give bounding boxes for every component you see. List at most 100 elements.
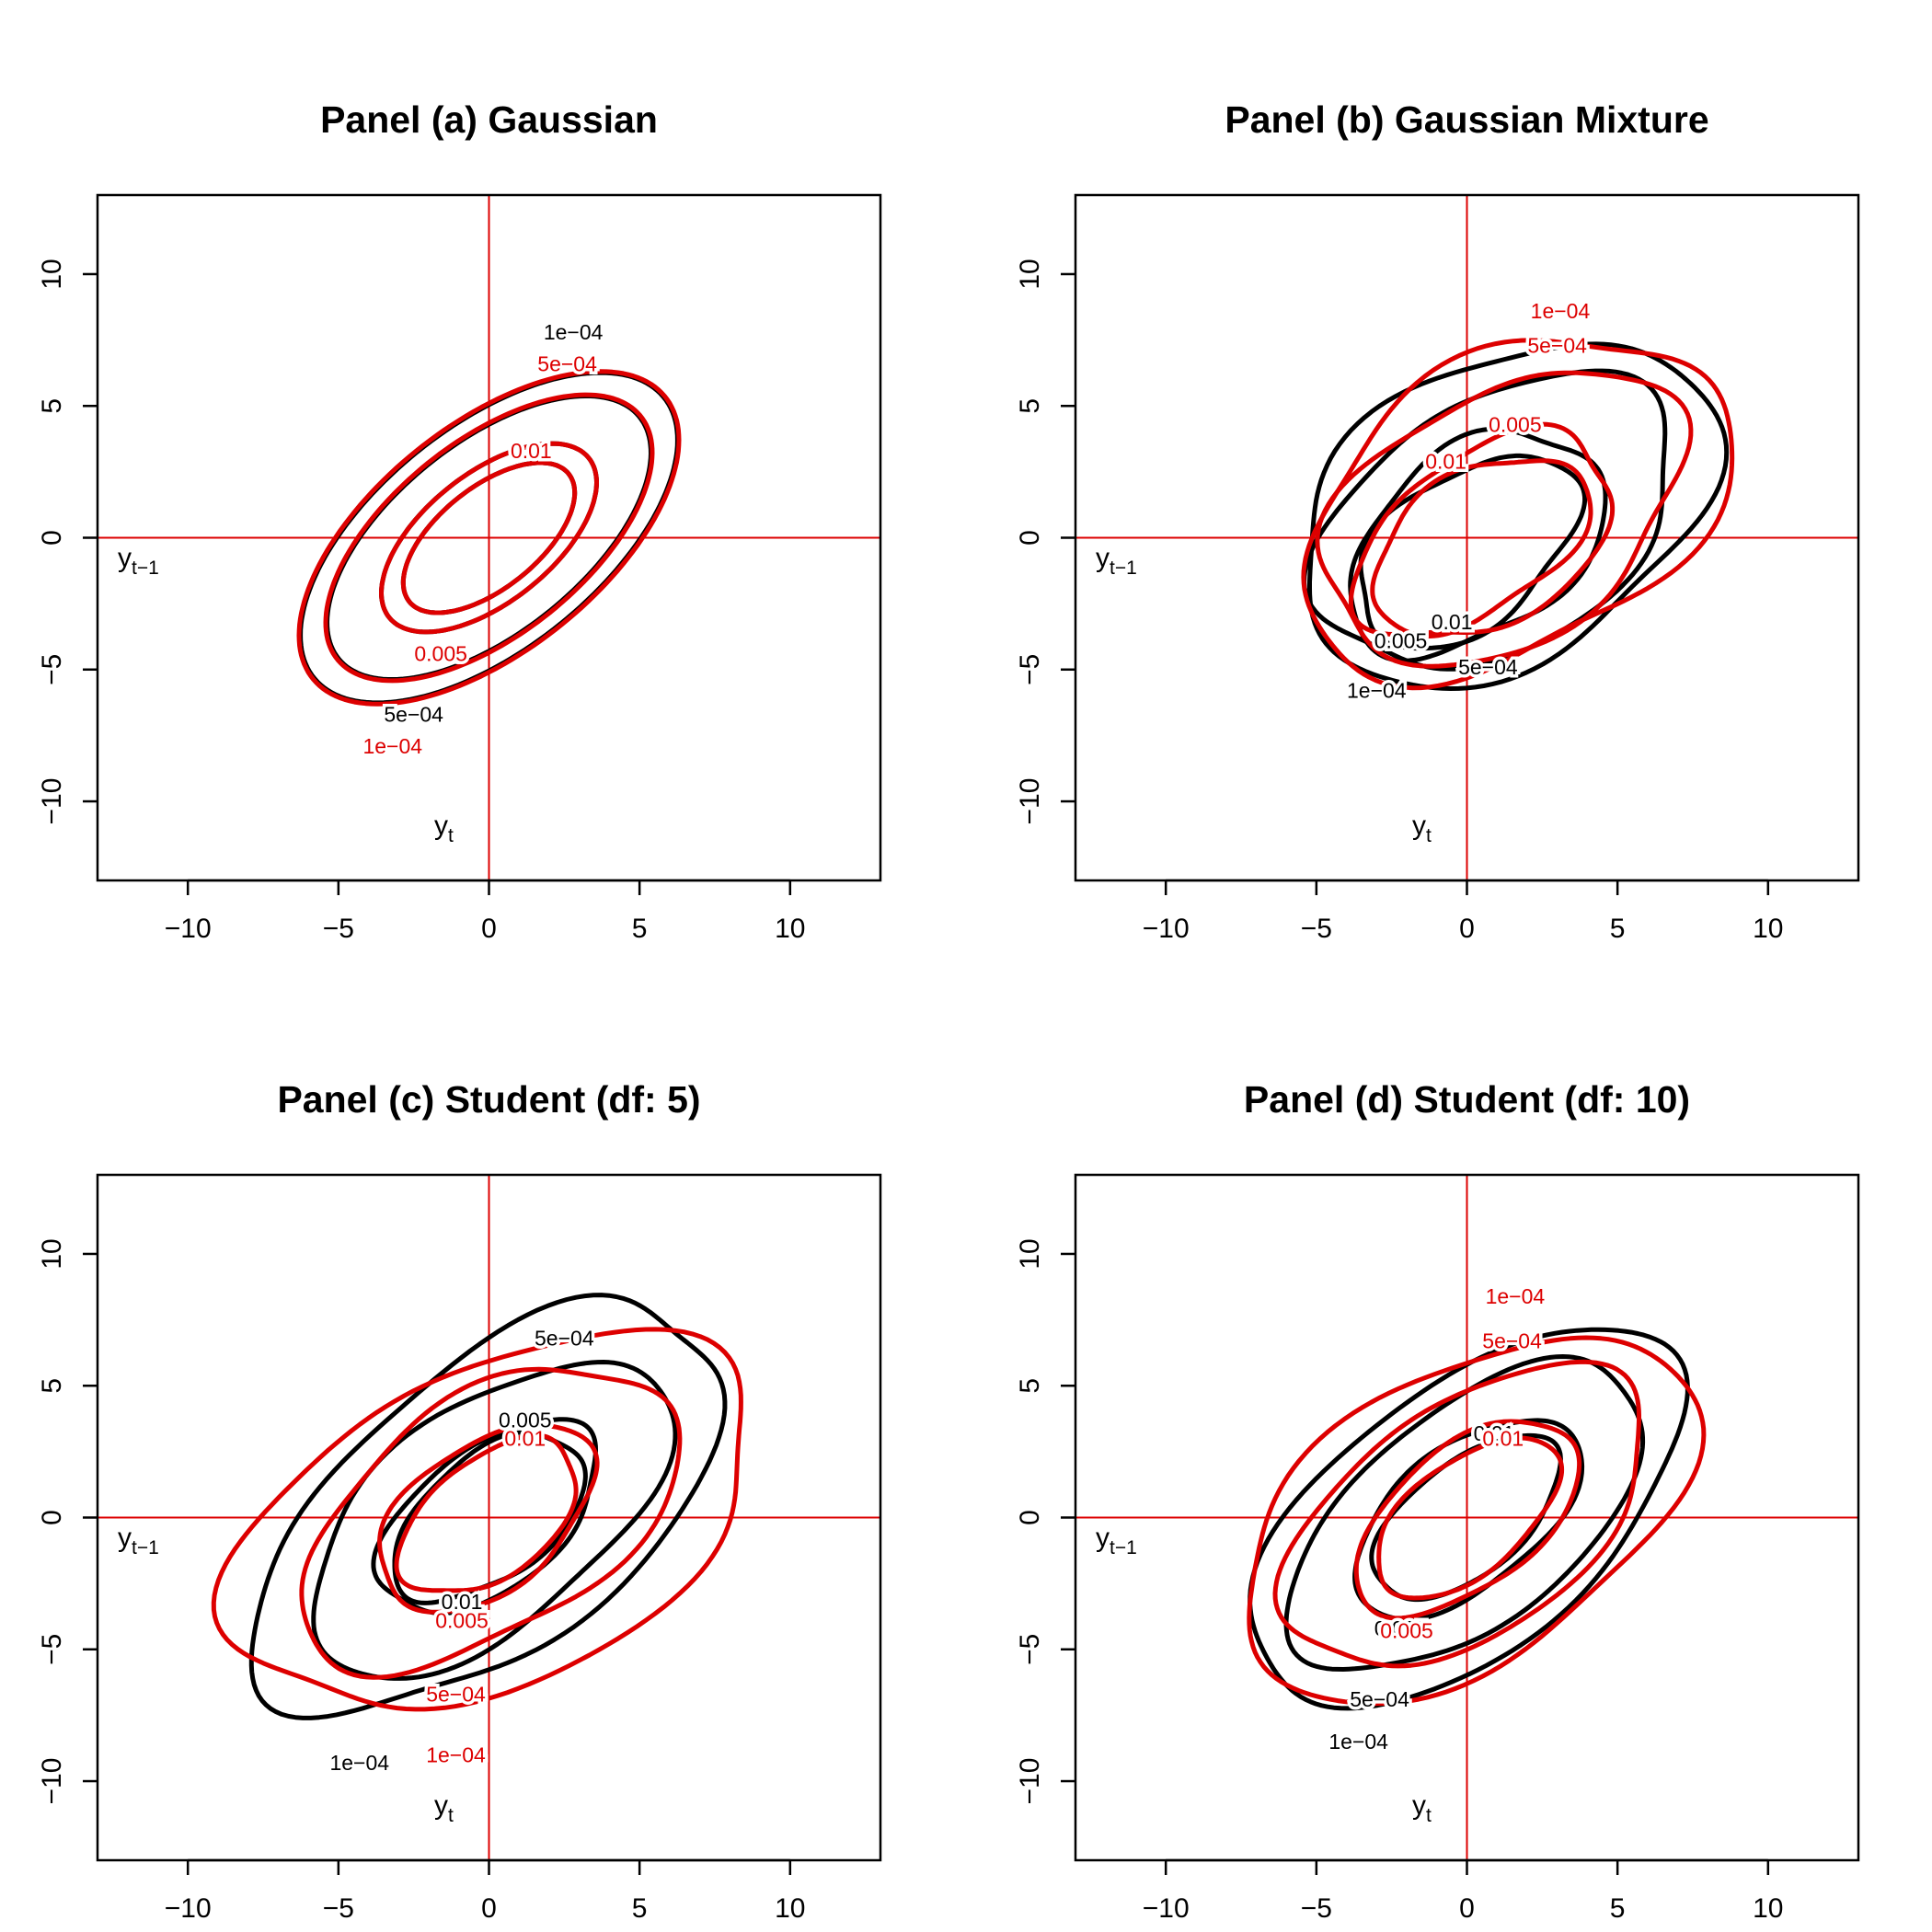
y-tick-label: −10 bbox=[1015, 778, 1045, 825]
contour-label: 0.005 bbox=[414, 642, 467, 666]
y-axis-label: yt−1 bbox=[1096, 1523, 1137, 1558]
contour-line-black bbox=[1307, 341, 1730, 691]
contour-line-red bbox=[1348, 421, 1616, 637]
contour-label: 0.005 bbox=[411, 642, 465, 666]
y-tick-label: −5 bbox=[37, 654, 67, 685]
contour-line-red bbox=[296, 369, 682, 707]
x-tick-label: 5 bbox=[632, 1893, 648, 1924]
y-tick-label: −5 bbox=[37, 1634, 67, 1665]
x-tick-label: −10 bbox=[1143, 914, 1190, 944]
contour-line-red bbox=[394, 1432, 579, 1593]
panel-d: Panel (d) Student (df: 10) 1e−04 5e−04 0.00… bbox=[1015, 1078, 1860, 1924]
contour-label: 0.005 bbox=[1374, 628, 1428, 652]
panel-b: Panel (b) Gaussian Mixture 1e−04 5e−04 0.00… bbox=[1015, 98, 1860, 944]
x-tick-label: 0 bbox=[481, 914, 497, 944]
contour-label: 1e−04 bbox=[1531, 299, 1591, 323]
contour-label: 5e−04 bbox=[1527, 333, 1587, 357]
contour-group bbox=[1247, 1327, 1707, 1711]
contour-line-red bbox=[379, 441, 599, 635]
contour-label: 0.005 bbox=[435, 1608, 489, 1632]
contour-line-black bbox=[1283, 1354, 1646, 1672]
y-axis-label-subscript: t−1 bbox=[1110, 1537, 1137, 1558]
y-tick-label: −5 bbox=[1015, 654, 1045, 685]
x-tick-label: 0 bbox=[481, 1893, 497, 1924]
contour-label: 0.01 bbox=[1474, 1421, 1515, 1445]
y-axis-label-main: y bbox=[118, 1523, 132, 1553]
contour-line-black bbox=[1302, 368, 1668, 672]
contour-group bbox=[211, 1293, 743, 1720]
x-tick-label: 10 bbox=[1753, 914, 1783, 944]
contour-line-red bbox=[1376, 1435, 1565, 1601]
x-tick-label: 5 bbox=[1610, 1893, 1626, 1924]
contour-label: 0.01 bbox=[442, 1590, 483, 1614]
y-tick-label: 5 bbox=[1015, 1378, 1045, 1394]
x-axis-label: yt bbox=[1412, 1790, 1432, 1826]
contour-label: 5e−04 bbox=[1458, 655, 1518, 679]
contour-label: 1e−04 bbox=[362, 734, 422, 758]
y-axis-label-subscript: t−1 bbox=[132, 1537, 159, 1558]
contour-label: 0.01 bbox=[511, 439, 552, 463]
contour-line-black bbox=[1358, 453, 1588, 651]
y-axis-label-main: y bbox=[118, 543, 132, 573]
y-tick-label: 0 bbox=[37, 530, 67, 546]
x-axis-label: yt bbox=[1412, 811, 1432, 846]
x-tick-label: −5 bbox=[1301, 914, 1332, 944]
y-tick-label: 10 bbox=[37, 259, 67, 289]
contour-label: 5e−04 bbox=[384, 702, 443, 726]
x-axis-label-subscript: t bbox=[448, 1805, 454, 1826]
panel-a: Panel (a) Gaussian 1e−04 5e−04 0.005 0.01 1e−… bbox=[37, 98, 882, 944]
x-tick-label: −10 bbox=[165, 1893, 212, 1924]
contour-label: 5e−04 bbox=[535, 1327, 594, 1351]
contour-label: 1e−04 bbox=[1347, 679, 1407, 703]
x-axis-label-main: y bbox=[1412, 1790, 1426, 1821]
contour-label: 5e−04 bbox=[426, 1682, 486, 1706]
y-axis-label-main: y bbox=[1096, 543, 1110, 573]
contour-label: 0.005 bbox=[499, 1408, 552, 1432]
panel-title: Panel (b) Gaussian Mixture bbox=[1225, 98, 1708, 141]
contour-line-red bbox=[323, 392, 655, 684]
y-axis-label-subscript: t−1 bbox=[132, 558, 159, 579]
x-axis-label-main: y bbox=[434, 811, 448, 841]
contour-group bbox=[1301, 338, 1735, 691]
x-tick-label: 10 bbox=[775, 1893, 805, 1924]
contour-label: 5e−04 bbox=[1350, 1687, 1409, 1711]
y-tick-label: −10 bbox=[1015, 1758, 1045, 1805]
x-axis-label: yt bbox=[434, 1790, 454, 1826]
contour-label: 1e−04 bbox=[544, 320, 604, 344]
x-axis-label-main: y bbox=[434, 1790, 448, 1821]
x-axis-label-subscript: t bbox=[448, 825, 454, 846]
x-axis-label-subscript: t bbox=[1426, 1805, 1432, 1826]
x-tick-label: 0 bbox=[1459, 1893, 1475, 1924]
x-tick-label: −10 bbox=[165, 914, 212, 944]
contour-label: 1e−04 bbox=[426, 1742, 486, 1766]
contour-label: 0.01 bbox=[1432, 610, 1473, 634]
contour-label: 0.01 bbox=[1425, 449, 1466, 473]
contour-line-red bbox=[1353, 1419, 1582, 1621]
contour-line-black bbox=[248, 1293, 728, 1720]
contour-line-red bbox=[299, 1366, 683, 1680]
contour-label: 1e−04 bbox=[1328, 1730, 1388, 1754]
x-tick-label: −5 bbox=[323, 914, 354, 944]
y-tick-label: 0 bbox=[1015, 530, 1045, 546]
panel-title: Panel (d) Student (df: 10) bbox=[1244, 1078, 1690, 1121]
y-tick-label: −10 bbox=[37, 778, 67, 825]
contour-label: 1e−04 bbox=[329, 1751, 389, 1775]
contour-label: 0.005 bbox=[1374, 1616, 1428, 1640]
y-tick-label: 5 bbox=[37, 1378, 67, 1394]
contour-label: 0.01 bbox=[1482, 1427, 1524, 1451]
contour-line-red bbox=[1370, 458, 1593, 638]
contour-label: 5e−04 bbox=[537, 351, 597, 375]
contour-line-black bbox=[311, 1360, 678, 1681]
contour-line-red bbox=[400, 460, 578, 615]
panel-title: Panel (c) Student (df: 5) bbox=[277, 1078, 700, 1121]
x-axis-label-main: y bbox=[1412, 811, 1426, 841]
y-tick-label: 10 bbox=[1015, 259, 1045, 289]
y-tick-label: 5 bbox=[37, 398, 67, 414]
x-tick-label: 10 bbox=[1753, 1893, 1783, 1924]
contour-label: 5e−04 bbox=[1482, 1329, 1542, 1353]
contour-line-black bbox=[392, 1430, 588, 1605]
contour-group bbox=[296, 369, 682, 707]
x-tick-label: −10 bbox=[1143, 1893, 1190, 1924]
x-tick-label: 0 bbox=[1459, 914, 1475, 944]
panel-c: Panel (c) Student (df: 5) 1e−04 5e−04 0.005… bbox=[37, 1078, 882, 1924]
